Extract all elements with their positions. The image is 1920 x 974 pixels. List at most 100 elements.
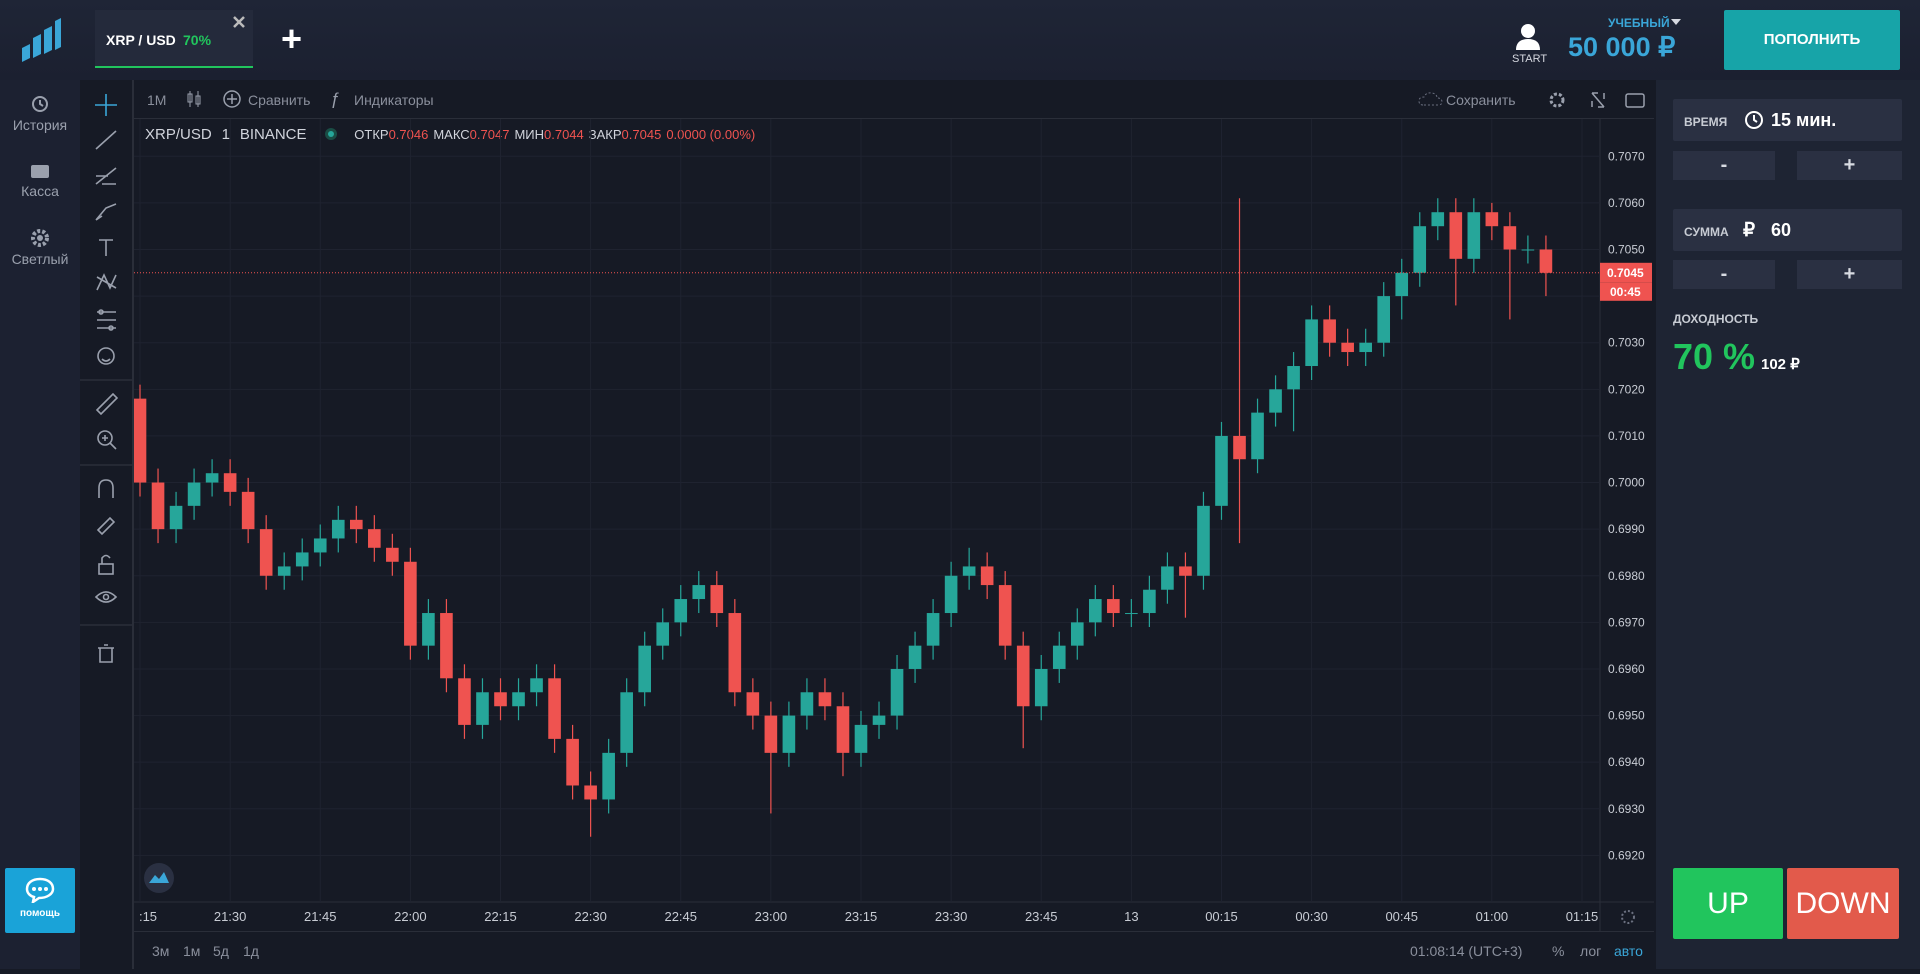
deposit-button[interactable]: ПОПОЛНИТЬ — [1724, 10, 1900, 70]
tool-delete[interactable] — [98, 644, 114, 663]
candle-body — [241, 491, 255, 530]
tool-lock-draw[interactable] — [96, 516, 116, 536]
x-tick-label: 23:30 — [935, 909, 968, 924]
tool-visibility[interactable] — [94, 591, 118, 603]
tool-brush[interactable] — [95, 203, 117, 221]
y-tick-label: 0.6970 — [1608, 615, 1645, 629]
tool-lock[interactable] — [98, 554, 114, 575]
legend-label: МАКС — [433, 127, 470, 142]
candle-body — [494, 692, 507, 707]
candle-body — [962, 566, 976, 576]
candle-body — [566, 738, 579, 786]
sidebar: История Касса Светлый помощь — [0, 80, 80, 969]
close-tab[interactable] — [233, 16, 245, 28]
tool-ruler[interactable] — [95, 392, 119, 416]
candle-body — [1539, 249, 1553, 273]
legend-value: 0.7046 — [388, 127, 429, 142]
drawing-toolbar — [80, 80, 134, 969]
amount-field[interactable]: СУММА ₽ 60 — [1673, 209, 1902, 251]
nav-label: Касса — [21, 183, 59, 199]
nav-history[interactable]: История — [0, 94, 80, 133]
save[interactable]: Сохранить — [1446, 92, 1516, 108]
yield-label: ДОХОДНОСТЬ — [1673, 312, 1759, 326]
nav-theme[interactable]: Светлый — [0, 228, 80, 267]
account-type[interactable]: УЧЕБНЫЙ — [1608, 16, 1670, 30]
candle-body — [692, 585, 706, 600]
cash-icon — [31, 165, 49, 178]
legend-symbol: XRP/USD — [145, 126, 212, 143]
tool-cross[interactable] — [95, 94, 117, 116]
scale-auto[interactable]: авто — [1614, 943, 1643, 959]
market-status — [325, 128, 338, 140]
x-tick-label: 22:00 — [394, 909, 427, 924]
candle-body — [548, 678, 561, 739]
chart-logo[interactable] — [144, 863, 174, 893]
amount-minus[interactable]: - — [1673, 260, 1775, 289]
time-field[interactable]: ВРЕМЯ 15 мин. — [1673, 99, 1902, 141]
tool-line[interactable] — [95, 130, 117, 150]
time-minus[interactable]: - — [1673, 151, 1775, 180]
y-tick-label: 0.6980 — [1608, 569, 1645, 583]
candle-body — [638, 645, 652, 693]
candle-body — [368, 529, 381, 548]
candle-body — [277, 566, 291, 576]
tool-magnet[interactable] — [98, 479, 114, 498]
tool-emoji[interactable] — [97, 347, 115, 365]
time-plus[interactable]: + — [1797, 151, 1902, 180]
candle-body — [1107, 599, 1120, 614]
candle-body — [1359, 342, 1372, 353]
candle-body — [1269, 389, 1282, 413]
axis-settings[interactable] — [1621, 910, 1635, 924]
indicators-icon: ƒ — [330, 89, 340, 108]
amount-plus[interactable]: + — [1797, 260, 1902, 289]
dropdown-arrow — [1671, 19, 1681, 25]
user-icon[interactable] — [1514, 22, 1542, 52]
candle-body — [998, 585, 1012, 646]
legend-change: 0.0000 (0.00%) — [666, 127, 756, 142]
axes: 0.6920 0.6930 0.6940 0.6950 0.6960 0.6970 0.69… — [139, 149, 1652, 924]
candle-body — [476, 692, 489, 725]
legend-exchange: BINANCE — [239, 126, 307, 143]
candle-body — [1395, 272, 1409, 297]
up-button[interactable]: UP — [1673, 868, 1783, 939]
range[interactable]: 1м — [183, 943, 201, 959]
scale-log[interactable]: лог — [1580, 943, 1602, 959]
range[interactable]: 5д — [213, 943, 229, 959]
indicators[interactable]: Индикаторы — [354, 92, 434, 108]
x-tick-label: 00:45 — [1385, 909, 1418, 924]
x-tick-label: 21:30 — [214, 909, 247, 924]
range[interactable]: 1д — [243, 943, 259, 959]
candle-body — [1305, 319, 1318, 367]
candle-body — [1377, 296, 1391, 343]
add-tab[interactable]: + — [281, 18, 303, 59]
interval[interactable]: 1М — [147, 92, 167, 108]
tool-text[interactable] — [99, 239, 113, 256]
y-tick-label: 0.6920 — [1608, 848, 1645, 862]
tool-fib[interactable] — [95, 167, 117, 185]
nav-cash[interactable]: Касса — [0, 162, 80, 199]
tool-pattern[interactable] — [96, 273, 117, 291]
asset-tab[interactable]: XRP / USD 70% — [95, 10, 253, 68]
range[interactable]: 3м — [152, 943, 170, 959]
chart-style-icon[interactable] — [186, 89, 202, 109]
candle-body — [205, 473, 219, 483]
candle-body — [746, 692, 760, 716]
candle-body — [313, 538, 327, 553]
scale-percent[interactable]: % — [1552, 943, 1565, 959]
candle-body — [331, 519, 345, 539]
y-tick-label: 0.7060 — [1608, 196, 1645, 210]
settings-icon[interactable] — [1549, 92, 1565, 108]
screenshot-icon[interactable] — [1625, 93, 1645, 108]
tool-zoom[interactable] — [97, 430, 117, 450]
help-button[interactable]: помощь — [5, 868, 75, 933]
candle-body — [530, 678, 543, 693]
countdown-tag — [1600, 282, 1652, 301]
fullscreen-icon[interactable] — [1591, 92, 1605, 108]
yield: 70 % — [1673, 336, 1756, 377]
candle-body — [422, 613, 435, 646]
compare[interactable]: Сравнить — [248, 92, 311, 108]
candle-body — [458, 678, 471, 725]
down-button[interactable]: DOWN — [1787, 868, 1899, 939]
tool-prediction[interactable] — [97, 309, 116, 331]
logo — [22, 18, 61, 62]
